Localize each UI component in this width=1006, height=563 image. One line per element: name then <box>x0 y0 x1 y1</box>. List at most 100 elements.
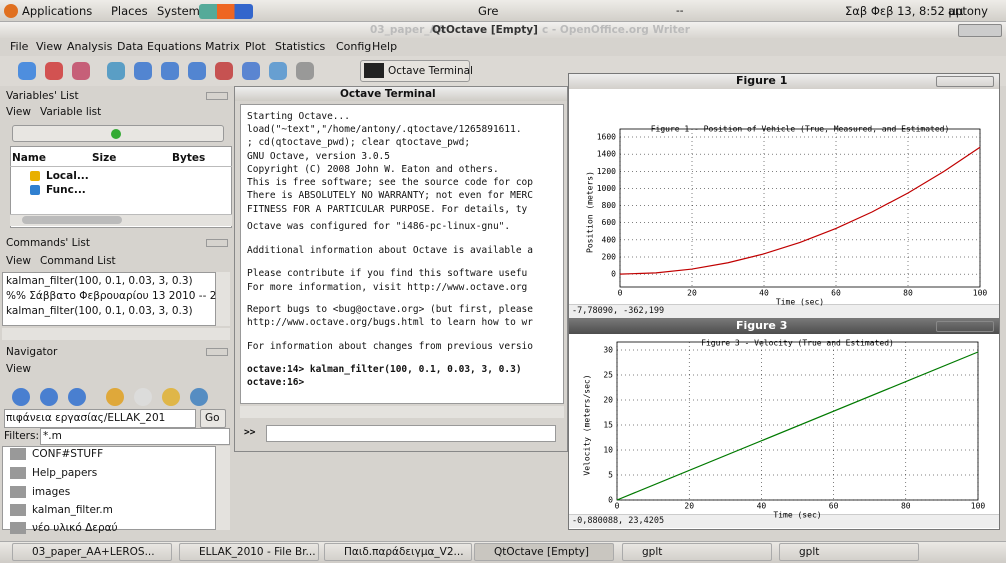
terminal-line: For more information, visit http://www.o… <box>247 281 563 295</box>
panel-menu: View <box>6 254 31 268</box>
terminal-line: ; cd(qtoctave_pwd); clear qtoctave_pwd; <box>247 136 563 150</box>
hscroll <box>2 328 230 340</box>
command-item: kalman_filter(100, 0.1, 0.03, 3, 0.3) <box>6 274 216 288</box>
terminal-line: Additional information about Octave is a… <box>247 244 563 258</box>
user: antony <box>948 4 988 18</box>
toolbar-icon <box>296 62 314 80</box>
terminal-line: GNU Octave, version 3.0.5 <box>247 150 563 164</box>
menu-item: Equations <box>147 40 201 54</box>
figure-window-title: Figure 1 <box>736 74 787 88</box>
path-text: πιφάνεια εργασίας/ELLAK_2010 <box>6 411 166 425</box>
toolbar-icon <box>188 62 206 80</box>
panel-menu: View <box>6 362 31 376</box>
terminal-line: Report bugs to <bug@octave.org> (but fir… <box>247 303 563 317</box>
filter-field <box>40 428 230 445</box>
clock: Σαβ Φεβ 13, 8:52 μμ <box>845 4 963 18</box>
nav-icon <box>162 388 180 406</box>
menu-item: Data <box>117 40 143 54</box>
panel-menu: Command List <box>40 254 116 268</box>
terminal-line: Copyright (C) 2008 John W. Eaton and oth… <box>247 163 563 177</box>
panel-menu: Places <box>111 4 148 18</box>
panel-menu: System <box>157 4 200 18</box>
nav-icon <box>190 388 208 406</box>
menu-item: Analysis <box>67 40 112 54</box>
file-item: CONF#STUFF <box>32 447 103 461</box>
command-input[interactable] <box>266 425 556 442</box>
figure-controls <box>936 76 994 87</box>
task-label: gplt <box>642 545 770 559</box>
refresh-icon <box>111 129 121 139</box>
task-label: 03_paper_AA+LEROS... <box>32 545 170 559</box>
file-item: Help_papers <box>32 466 97 480</box>
terminal-line: octave:14> kalman_filter(100, 0.1, 0.03,… <box>247 363 563 377</box>
filter-text: *.m <box>43 429 62 443</box>
separator: -- <box>676 4 684 18</box>
nav-icon <box>40 388 58 406</box>
terminal-line: For information about changes from previ… <box>247 340 563 354</box>
panel-menu: Applications <box>22 4 92 18</box>
task-label: gplt <box>799 545 917 559</box>
go-label: Go <box>205 411 220 425</box>
menu-item: View <box>36 40 62 54</box>
menu-item: Config <box>336 40 371 54</box>
panel-title: Navigator <box>6 345 57 359</box>
menu-item: File <box>10 40 28 54</box>
row-icon <box>30 171 40 181</box>
command-item: %% Σάββατο Φεβρουαρίου 13 2010 -- 20 <box>6 289 216 303</box>
terminal-line: load("~text","/home/antony/.qtoctave/126… <box>247 123 563 137</box>
toolbar-icon <box>45 62 63 80</box>
terminal-line: This is free software; see the source co… <box>247 176 563 190</box>
terminal-line: Octave was configured for "i486-pc-linux… <box>247 220 563 234</box>
scroll-thumb <box>22 216 122 224</box>
menu-item: Help <box>372 40 397 54</box>
variable-row: Func... <box>46 183 86 197</box>
panel-buttons <box>206 348 228 356</box>
toolbar-icon <box>242 62 260 80</box>
toolbar-icon <box>18 62 36 80</box>
panel-title: Variables' List <box>6 89 79 103</box>
column-header: Name <box>12 151 46 165</box>
toolbar-icon <box>134 62 152 80</box>
terminal-icon <box>364 63 384 78</box>
panel-menu: View <box>6 105 31 119</box>
window-title: QtOctave [Empty] <box>432 23 538 37</box>
terminal-line: octave:16> <box>247 376 563 390</box>
table-header-line <box>10 166 232 167</box>
file-icon <box>10 486 26 498</box>
nav-icon <box>106 388 124 406</box>
toolbar-icon <box>215 62 233 80</box>
terminal-line: Starting Octave... <box>247 110 563 124</box>
panel-buttons <box>206 92 228 100</box>
toolbar-icon <box>107 62 125 80</box>
nav-icon <box>134 388 152 406</box>
file-icon <box>10 467 26 479</box>
task-label: QtOctave [Empty] <box>494 545 612 559</box>
file-item: kalman_filter.m <box>32 503 113 517</box>
panel-title: Commands' List <box>6 236 90 250</box>
file-icon <box>10 448 26 460</box>
file-icon <box>10 504 26 516</box>
apps-icon <box>4 4 18 18</box>
filter-label: Filters: <box>4 429 39 443</box>
column-header: Bytes <box>172 151 205 165</box>
column-header: Size <box>92 151 116 165</box>
toolbar-button-label: Octave Terminal <box>388 64 473 78</box>
window-controls <box>958 24 1002 37</box>
vscroll <box>216 446 230 530</box>
panel-buttons <box>206 239 228 247</box>
file-item: images <box>32 485 70 499</box>
toolbar-icon <box>161 62 179 80</box>
variable-row: Local... <box>46 169 89 183</box>
terminal-line: There is ABSOLUTELY NO WARRANTY; not eve… <box>247 189 563 203</box>
figure-status-text: -0,880088, 23,4205 <box>572 514 664 528</box>
menu-item: Plot <box>245 40 266 54</box>
nav-icon <box>68 388 86 406</box>
task-label: ELLAK_2010 - File Br... <box>199 545 317 559</box>
search-field: Gre <box>478 4 498 18</box>
toolbar-icon <box>72 62 90 80</box>
background-title-suffix: c - OpenOffice.org Writer <box>542 23 690 37</box>
prompt: >> <box>244 426 255 440</box>
command-item: kalman_filter(100, 0.1, 0.03, 3, 0.3) <box>6 304 216 318</box>
terminal-line: FITNESS FOR A PARTICULAR PURPOSE. For de… <box>247 203 563 217</box>
menu-item: Statistics <box>275 40 325 54</box>
